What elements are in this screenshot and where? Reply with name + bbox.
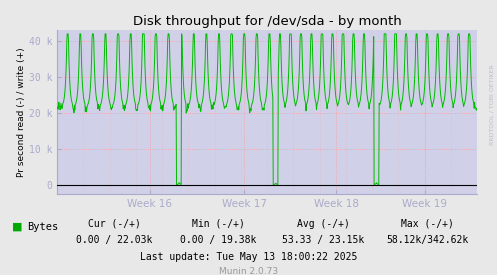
Title: Disk throughput for /dev/sda - by month: Disk throughput for /dev/sda - by month (133, 15, 402, 28)
Text: RRDTOOL / TOBI OETIKER: RRDTOOL / TOBI OETIKER (490, 64, 495, 145)
Text: Last update: Tue May 13 18:00:22 2025: Last update: Tue May 13 18:00:22 2025 (140, 252, 357, 262)
Y-axis label: Pr second read (-) / write (+): Pr second read (-) / write (+) (17, 47, 26, 177)
Text: Avg (-/+): Avg (-/+) (297, 219, 349, 229)
Text: Max (-/+): Max (-/+) (401, 219, 454, 229)
Text: 53.33 / 23.15k: 53.33 / 23.15k (282, 235, 364, 245)
Text: 58.12k/342.62k: 58.12k/342.62k (386, 235, 469, 245)
Text: 0.00 / 22.03k: 0.00 / 22.03k (76, 235, 153, 245)
Text: ■: ■ (12, 222, 23, 232)
Text: Bytes: Bytes (27, 222, 59, 232)
Text: Min (-/+): Min (-/+) (192, 219, 245, 229)
Text: 0.00 / 19.38k: 0.00 / 19.38k (180, 235, 257, 245)
Text: Munin 2.0.73: Munin 2.0.73 (219, 267, 278, 275)
Text: Cur (-/+): Cur (-/+) (88, 219, 141, 229)
